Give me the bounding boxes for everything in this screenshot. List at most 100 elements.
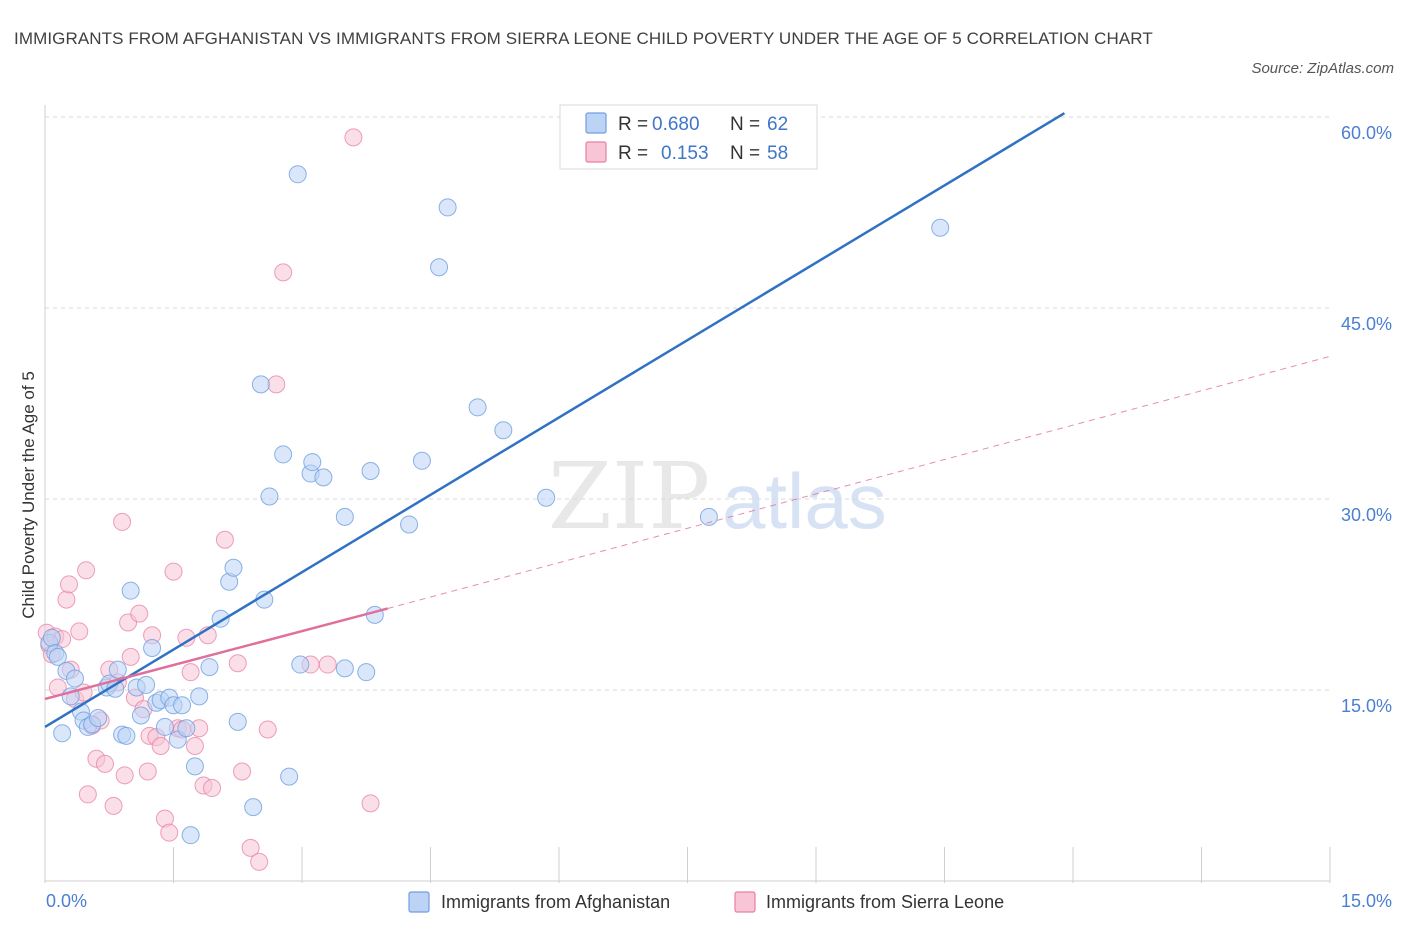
sierra-leone-point [138,762,157,781]
legend-swatch-sierra-leone [585,141,607,163]
afghanistan-point [121,581,140,600]
axes [44,105,1331,883]
afghanistan-point [108,660,127,679]
sierra-leone-point [160,823,179,842]
afghanistan-point [699,507,718,526]
watermark: ZIP atlas [548,443,887,550]
afghanistan-point [177,719,196,738]
sierra-leone-point [318,655,337,674]
legend-n-label: N = [730,143,760,164]
sierra-leone-point [361,794,380,813]
x-tick-labels: 0.0% 15.0% [46,891,1392,911]
afghanistan-point [53,724,72,743]
sierra-leone-point [121,647,140,666]
legend-swatch-afghanistan [585,112,607,134]
watermark-zip: ZIP [548,443,710,550]
afghanistan-point [260,487,279,506]
sierra-leone-point [95,754,114,773]
sierra-leone-point [164,562,183,581]
sierra-leone-point [258,720,277,739]
trend-lines [44,112,1331,728]
sierra-leone-point [274,263,293,282]
y-tick-labels: 15.0% 30.0% 45.0% 60.0% [1341,123,1392,716]
afghanistan-point [228,712,247,731]
afghanistan-point [430,258,449,277]
afghanistan-point [181,826,200,845]
afghanistan-point [251,375,270,394]
sierra-leone-point [59,575,78,594]
afghanistan-point [412,451,431,470]
x-tick-label: 0.0% [46,891,87,911]
legend-r-value: 0.153 [661,143,709,164]
legend-n-value: 62 [767,114,788,135]
sierra-leone-point [151,737,170,756]
sierra-leone-point [104,796,123,815]
sierra-leone-point [203,779,222,798]
legend-r-label: R = [618,114,648,135]
sierra-leone-point [215,530,234,549]
afghanistan-point [155,717,174,736]
afghanistan-point [42,628,61,647]
afghanistan-point [314,468,333,487]
sierra-leone-point [241,838,260,857]
afghanistan-point [357,663,376,682]
afghanistan-point [335,507,354,526]
sierra-leone-trend-extension [387,355,1331,609]
sierra-leone-point [185,737,204,756]
afghanistan-point [185,757,204,776]
afghanistan-point [274,445,293,464]
afghanistan-point [131,706,150,725]
afghanistan-point [200,658,219,677]
y-tick-label: 45.0% [1341,314,1392,334]
afghanistan-point [137,675,156,694]
sierra-leone-point [344,128,363,147]
sierra-leone-point [57,590,76,609]
afghanistan-point [173,696,192,715]
sierra-leone-point [78,785,97,804]
sierra-leone-point [233,762,252,781]
gridlines [45,116,1330,691]
top-legend: R = 0.680 N = 62 R = 0.153 N = 58 [559,104,818,170]
afghanistan-point [143,638,162,657]
sierra-leone-point [70,622,89,641]
afghanistan-point [48,647,67,666]
afghanistan-point [89,709,108,728]
sierra-leone-point [267,375,286,394]
sierra-leone-point [181,663,200,682]
afghanistan-point [361,461,380,480]
sierra-leone-trend-line [44,607,388,701]
bottom-legend: Immigrants from Afghanistan Immigrants f… [408,891,1004,913]
source-label: Source: ZipAtlas.com [1251,60,1394,77]
y-tick-label: 15.0% [1341,696,1392,716]
x-tick-label: 15.0% [1341,891,1392,911]
legend-r-value: 0.680 [652,114,700,135]
afghanistan-point [400,515,419,534]
chart-title: IMMIGRANTS FROM AFGHANISTAN VS IMMIGRANT… [14,29,1153,48]
afghanistan-point [303,453,322,472]
afghanistan-point [117,726,136,745]
afghanistan-trend-line [44,112,1066,728]
y-tick-label: 60.0% [1341,123,1392,143]
legend-n-value: 58 [767,143,788,164]
bottom-legend-label-sierra-leone: Immigrants from Sierra Leone [766,892,1004,912]
sierra-leone-point [228,654,247,673]
afghanistan-point [291,655,310,674]
y-axis-label: Child Poverty Under the Age of 5 [19,371,38,619]
afghanistan-point [280,767,299,786]
afghanistan-point [244,798,263,817]
afghanistan-point [931,218,950,237]
afghanistan-point [335,659,354,678]
afghanistan-point [65,669,84,688]
bottom-legend-swatch-sierra-leone [734,891,756,913]
sierra-leone-point [77,561,96,580]
afghanistan-point [468,398,487,417]
bottom-legend-label-afghanistan: Immigrants from Afghanistan [441,892,670,912]
afghanistan-point [224,558,243,577]
y-tick-label: 30.0% [1341,505,1392,525]
afghanistan-point [190,687,209,706]
afghanistan-point [288,165,307,184]
sierra-leone-points [37,128,380,871]
sierra-leone-point [250,852,269,871]
sierra-leone-point [113,512,132,531]
watermark-atlas: atlas [722,457,887,545]
